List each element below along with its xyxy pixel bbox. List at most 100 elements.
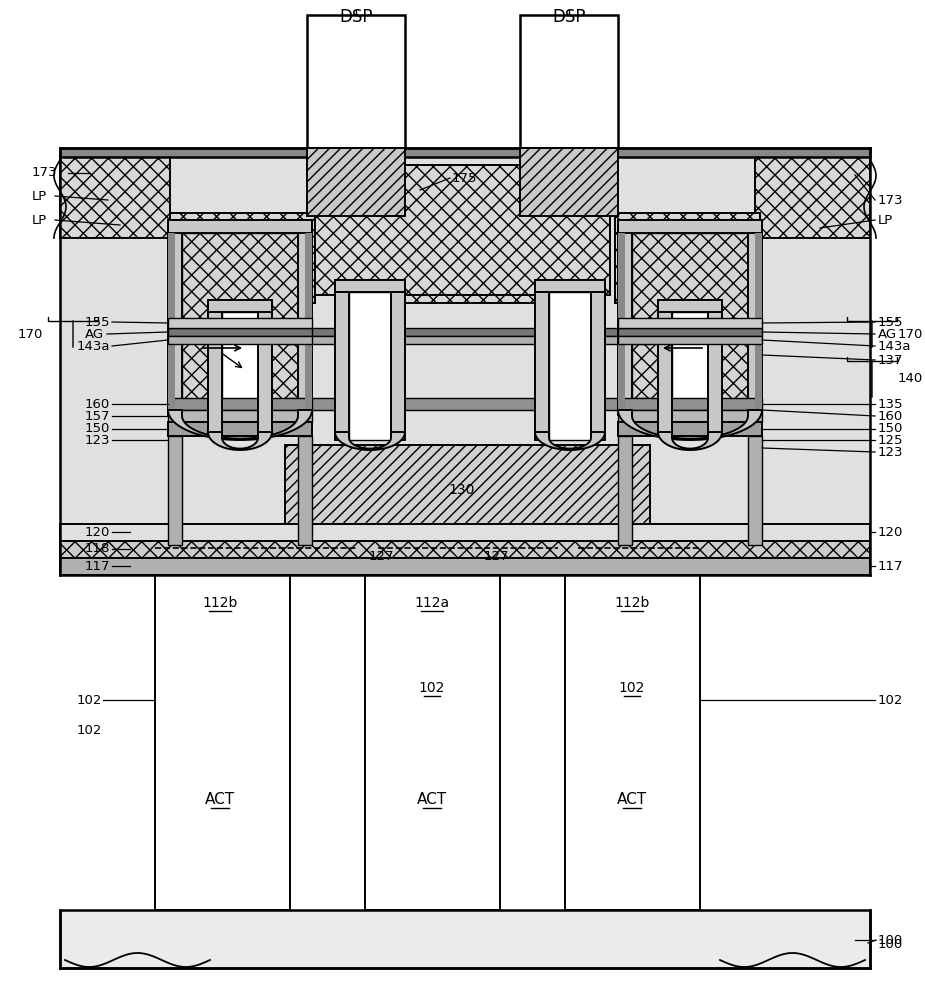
Text: 102: 102 <box>619 681 646 695</box>
Text: 120: 120 <box>878 526 904 538</box>
Bar <box>618 220 762 233</box>
Text: ACT: ACT <box>205 792 235 808</box>
Bar <box>168 233 175 413</box>
Polygon shape <box>658 432 722 450</box>
Bar <box>565 545 700 910</box>
Bar <box>391 280 405 440</box>
Bar <box>591 280 605 440</box>
Bar <box>658 300 722 312</box>
Bar <box>168 410 312 422</box>
Text: 170: 170 <box>18 328 43 340</box>
Bar <box>755 233 762 413</box>
Bar <box>520 15 618 148</box>
Bar <box>60 524 870 541</box>
Bar <box>618 398 762 410</box>
Bar <box>335 280 405 292</box>
Bar <box>708 300 722 435</box>
Text: 123: 123 <box>85 434 110 446</box>
Text: 127: 127 <box>369 550 394 562</box>
Bar <box>618 318 762 328</box>
Bar <box>168 318 312 328</box>
Text: 112a: 112a <box>414 596 450 610</box>
Polygon shape <box>535 432 605 450</box>
Text: 117: 117 <box>85 560 110 572</box>
Text: 173: 173 <box>32 166 57 180</box>
Text: 102: 102 <box>77 694 103 706</box>
Polygon shape <box>168 410 312 440</box>
Bar <box>170 213 315 303</box>
Bar <box>748 220 762 415</box>
Bar <box>285 328 650 336</box>
Bar <box>208 300 272 312</box>
Bar <box>168 220 312 233</box>
Text: 118: 118 <box>85 542 110 556</box>
Bar <box>307 15 405 148</box>
Text: DSP: DSP <box>552 8 586 26</box>
Text: 125: 125 <box>878 434 904 446</box>
Text: LP: LP <box>32 190 47 202</box>
Text: 102: 102 <box>878 694 904 706</box>
Text: 143a: 143a <box>77 340 110 353</box>
Text: 102: 102 <box>419 681 445 695</box>
Text: 155: 155 <box>878 316 904 328</box>
Text: ACT: ACT <box>417 792 447 808</box>
Polygon shape <box>618 410 762 440</box>
Bar <box>155 545 290 910</box>
Bar <box>285 398 650 410</box>
Bar <box>168 436 182 545</box>
Text: 102: 102 <box>77 724 103 736</box>
Text: 112b: 112b <box>614 596 649 610</box>
Bar <box>60 156 170 238</box>
Bar <box>520 148 618 216</box>
Bar <box>298 220 312 415</box>
Bar <box>307 148 405 216</box>
Bar <box>305 233 312 413</box>
Bar <box>658 300 672 435</box>
Bar <box>755 156 870 238</box>
Text: 135: 135 <box>878 397 904 410</box>
Bar <box>168 336 312 344</box>
Bar <box>615 213 760 303</box>
Bar <box>168 398 312 410</box>
Text: LP: LP <box>878 214 894 227</box>
Bar <box>60 541 870 558</box>
Bar <box>618 436 632 545</box>
Bar <box>60 558 870 575</box>
Text: 150: 150 <box>878 422 904 436</box>
Bar <box>405 213 550 303</box>
Text: 137: 137 <box>878 354 904 366</box>
Text: AG: AG <box>85 328 105 340</box>
Bar <box>315 165 610 295</box>
Bar <box>549 292 591 440</box>
Bar <box>222 312 258 435</box>
Bar <box>258 300 272 435</box>
Bar <box>618 220 632 415</box>
Text: 157: 157 <box>85 410 110 422</box>
Bar <box>168 422 312 436</box>
Bar <box>298 436 312 545</box>
Text: DSP: DSP <box>339 8 373 26</box>
Bar <box>168 328 312 336</box>
Text: 112b: 112b <box>203 596 238 610</box>
Bar <box>60 910 870 968</box>
Bar <box>208 300 222 435</box>
Bar <box>60 148 870 157</box>
Text: 100: 100 <box>878 938 903 952</box>
Text: 143a: 143a <box>878 340 911 353</box>
Text: 155: 155 <box>85 316 110 328</box>
Text: 100: 100 <box>878 934 903 946</box>
Polygon shape <box>335 432 405 450</box>
Text: 127: 127 <box>484 550 510 562</box>
Bar <box>618 410 762 422</box>
Text: 150: 150 <box>85 422 110 436</box>
Bar <box>618 422 762 436</box>
Bar <box>748 436 762 545</box>
Text: 130: 130 <box>449 483 475 497</box>
Bar <box>285 445 650 545</box>
Bar <box>632 233 748 415</box>
Bar <box>365 545 500 910</box>
Bar <box>349 292 391 440</box>
Text: 140: 140 <box>897 372 922 385</box>
Bar <box>285 336 650 344</box>
Text: 173: 173 <box>878 194 904 207</box>
